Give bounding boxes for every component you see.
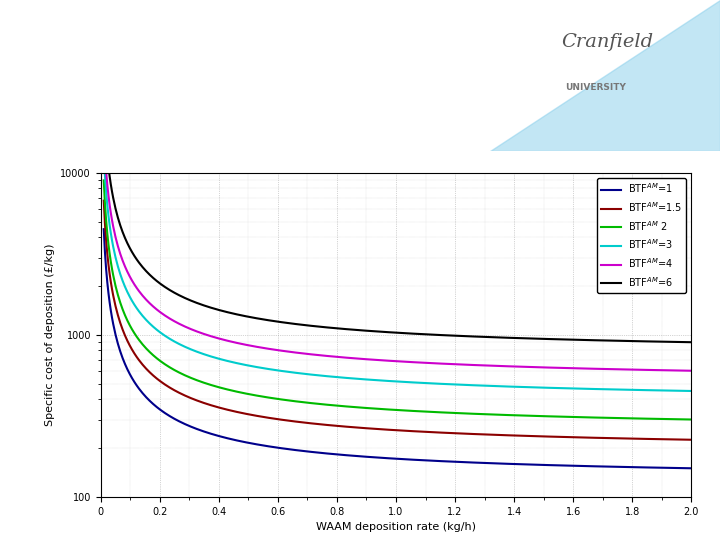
BTF$^{AM}$=1.5: [99, 198, 108, 204]
BTF$^{AM}$=3: [382, 377, 391, 384]
Text: Cranfield: Cranfield: [562, 33, 654, 51]
BTF$^{AM}$=6: [672, 339, 681, 345]
BTF$^{AM}$=4: [379, 357, 387, 363]
BTF$^{AM}$=1: [382, 455, 391, 461]
BTF$^{AM}$=4: [672, 367, 681, 374]
Line: BTF$^{AM}$=4: BTF$^{AM}$=4: [104, 132, 691, 371]
Text: Specific cost of deposition
f(deposition rate, BTF): Specific cost of deposition f(deposition…: [14, 38, 428, 98]
BTF$^{AM}$=1: [418, 457, 426, 463]
BTF$^{AM}$ 2: [687, 416, 696, 423]
BTF$^{AM}$=6: [99, 100, 108, 106]
BTF$^{AM}$=1: [99, 226, 108, 232]
BTF$^{AM}$ 2: [379, 406, 387, 413]
BTF$^{AM}$=3: [418, 380, 426, 386]
BTF$^{AM}$=3: [581, 386, 590, 392]
Line: BTF$^{AM}$=1: BTF$^{AM}$=1: [104, 229, 691, 468]
BTF$^{AM}$=3: [672, 388, 681, 394]
Line: BTF$^{AM}$=6: BTF$^{AM}$=6: [104, 103, 691, 342]
BTF$^{AM}$=1.5: [449, 430, 458, 436]
BTF$^{AM}$=4: [99, 129, 108, 135]
BTF$^{AM}$=3: [449, 381, 458, 388]
BTF$^{AM}$=6: [382, 329, 391, 335]
BTF$^{AM}$ 2: [418, 408, 426, 415]
X-axis label: WAAM deposition rate (kg/h): WAAM deposition rate (kg/h): [316, 522, 476, 532]
BTF$^{AM}$=4: [581, 365, 590, 372]
BTF$^{AM}$ 2: [99, 177, 108, 184]
BTF$^{AM}$=1: [687, 465, 696, 471]
BTF$^{AM}$=1.5: [687, 436, 696, 443]
BTF$^{AM}$=4: [382, 357, 391, 364]
BTF$^{AM}$ 2: [449, 410, 458, 416]
BTF$^{AM}$=6: [379, 329, 387, 335]
BTF$^{AM}$=1: [449, 458, 458, 465]
BTF$^{AM}$=4: [687, 368, 696, 374]
BTF$^{AM}$=1.5: [672, 436, 681, 443]
BTF$^{AM}$ 2: [382, 406, 391, 413]
BTF$^{AM}$=1.5: [382, 427, 391, 433]
BTF$^{AM}$=1: [581, 463, 590, 469]
BTF$^{AM}$=6: [581, 337, 590, 343]
Polygon shape: [490, 0, 720, 151]
BTF$^{AM}$ 2: [672, 416, 681, 422]
BTF$^{AM}$=1.5: [418, 428, 426, 435]
BTF$^{AM}$=4: [449, 361, 458, 367]
BTF$^{AM}$=6: [687, 339, 696, 346]
Legend: BTF$^{AM}$=1, BTF$^{AM}$=1.5, BTF$^{AM}$ 2, BTF$^{AM}$=3, BTF$^{AM}$=4, BTF$^{AM: BTF$^{AM}$=1, BTF$^{AM}$=1.5, BTF$^{AM}$…: [597, 178, 686, 293]
BTF$^{AM}$=3: [99, 148, 108, 155]
BTF$^{AM}$=1: [379, 455, 387, 461]
Line: BTF$^{AM}$ 2: BTF$^{AM}$ 2: [104, 180, 691, 420]
Line: BTF$^{AM}$=1.5: BTF$^{AM}$=1.5: [104, 201, 691, 440]
BTF$^{AM}$=3: [379, 377, 387, 384]
BTF$^{AM}$=1: [672, 465, 681, 471]
Text: UNIVERSITY: UNIVERSITY: [565, 83, 626, 92]
BTF$^{AM}$=1.5: [581, 434, 590, 441]
BTF$^{AM}$=6: [418, 331, 426, 338]
Y-axis label: Specific cost of deposition (£/kg): Specific cost of deposition (£/kg): [45, 244, 55, 426]
BTF$^{AM}$=4: [418, 360, 426, 366]
BTF$^{AM}$=6: [449, 333, 458, 339]
BTF$^{AM}$=3: [687, 388, 696, 394]
BTF$^{AM}$=1.5: [379, 426, 387, 433]
BTF$^{AM}$ 2: [581, 414, 590, 421]
Line: BTF$^{AM}$=3: BTF$^{AM}$=3: [104, 152, 691, 391]
